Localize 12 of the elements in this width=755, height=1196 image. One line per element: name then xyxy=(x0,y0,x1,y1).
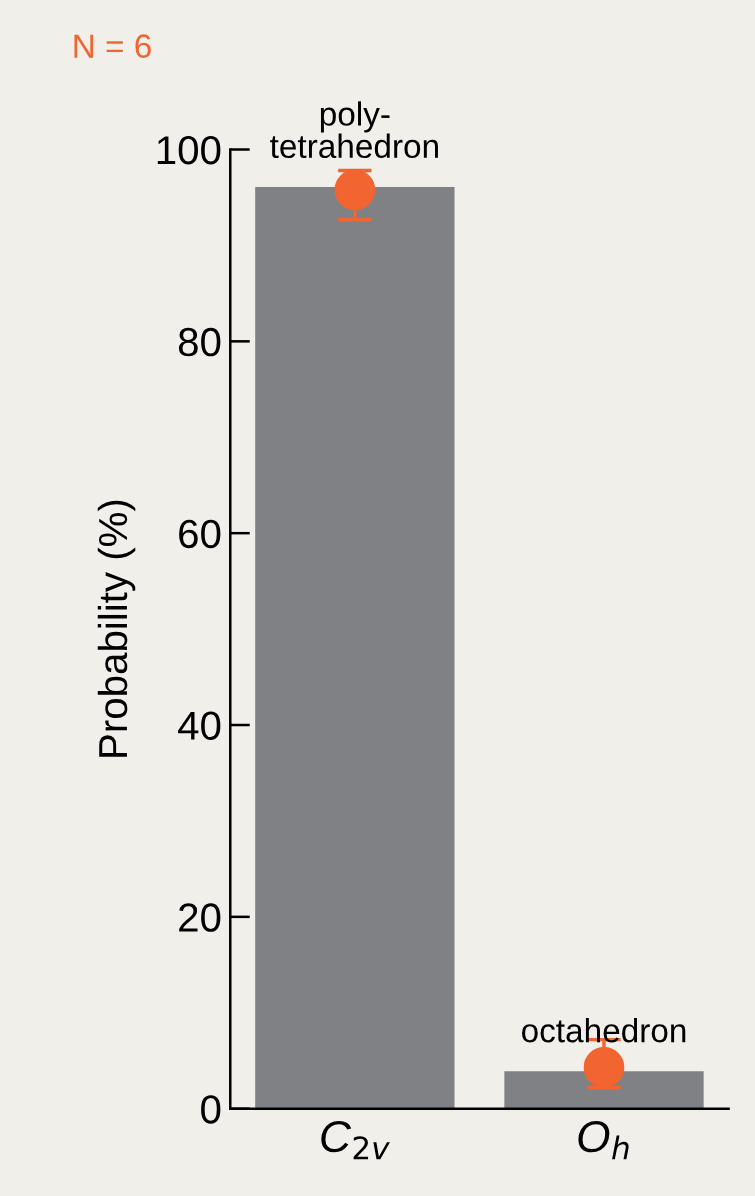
x-tick-label: O$_{h}$ xyxy=(578,1120,629,1160)
text: N = 6 xyxy=(74,34,151,58)
y-tick-label: 80 xyxy=(178,327,221,357)
y-tick-label: 40 xyxy=(178,711,221,741)
annotation: octahedron xyxy=(522,1017,686,1043)
y-tick-label: 60 xyxy=(179,519,221,549)
y-axis-title: Probability (%) xyxy=(97,500,136,757)
y-tick-label: 0 xyxy=(201,1095,221,1124)
y-tick-label: 100 xyxy=(157,135,221,165)
annotation: poly- tetrahedron xyxy=(270,101,438,159)
y-tick-label: 20 xyxy=(179,903,221,932)
x-tick-label: C$_{2v}$ xyxy=(321,1120,390,1160)
